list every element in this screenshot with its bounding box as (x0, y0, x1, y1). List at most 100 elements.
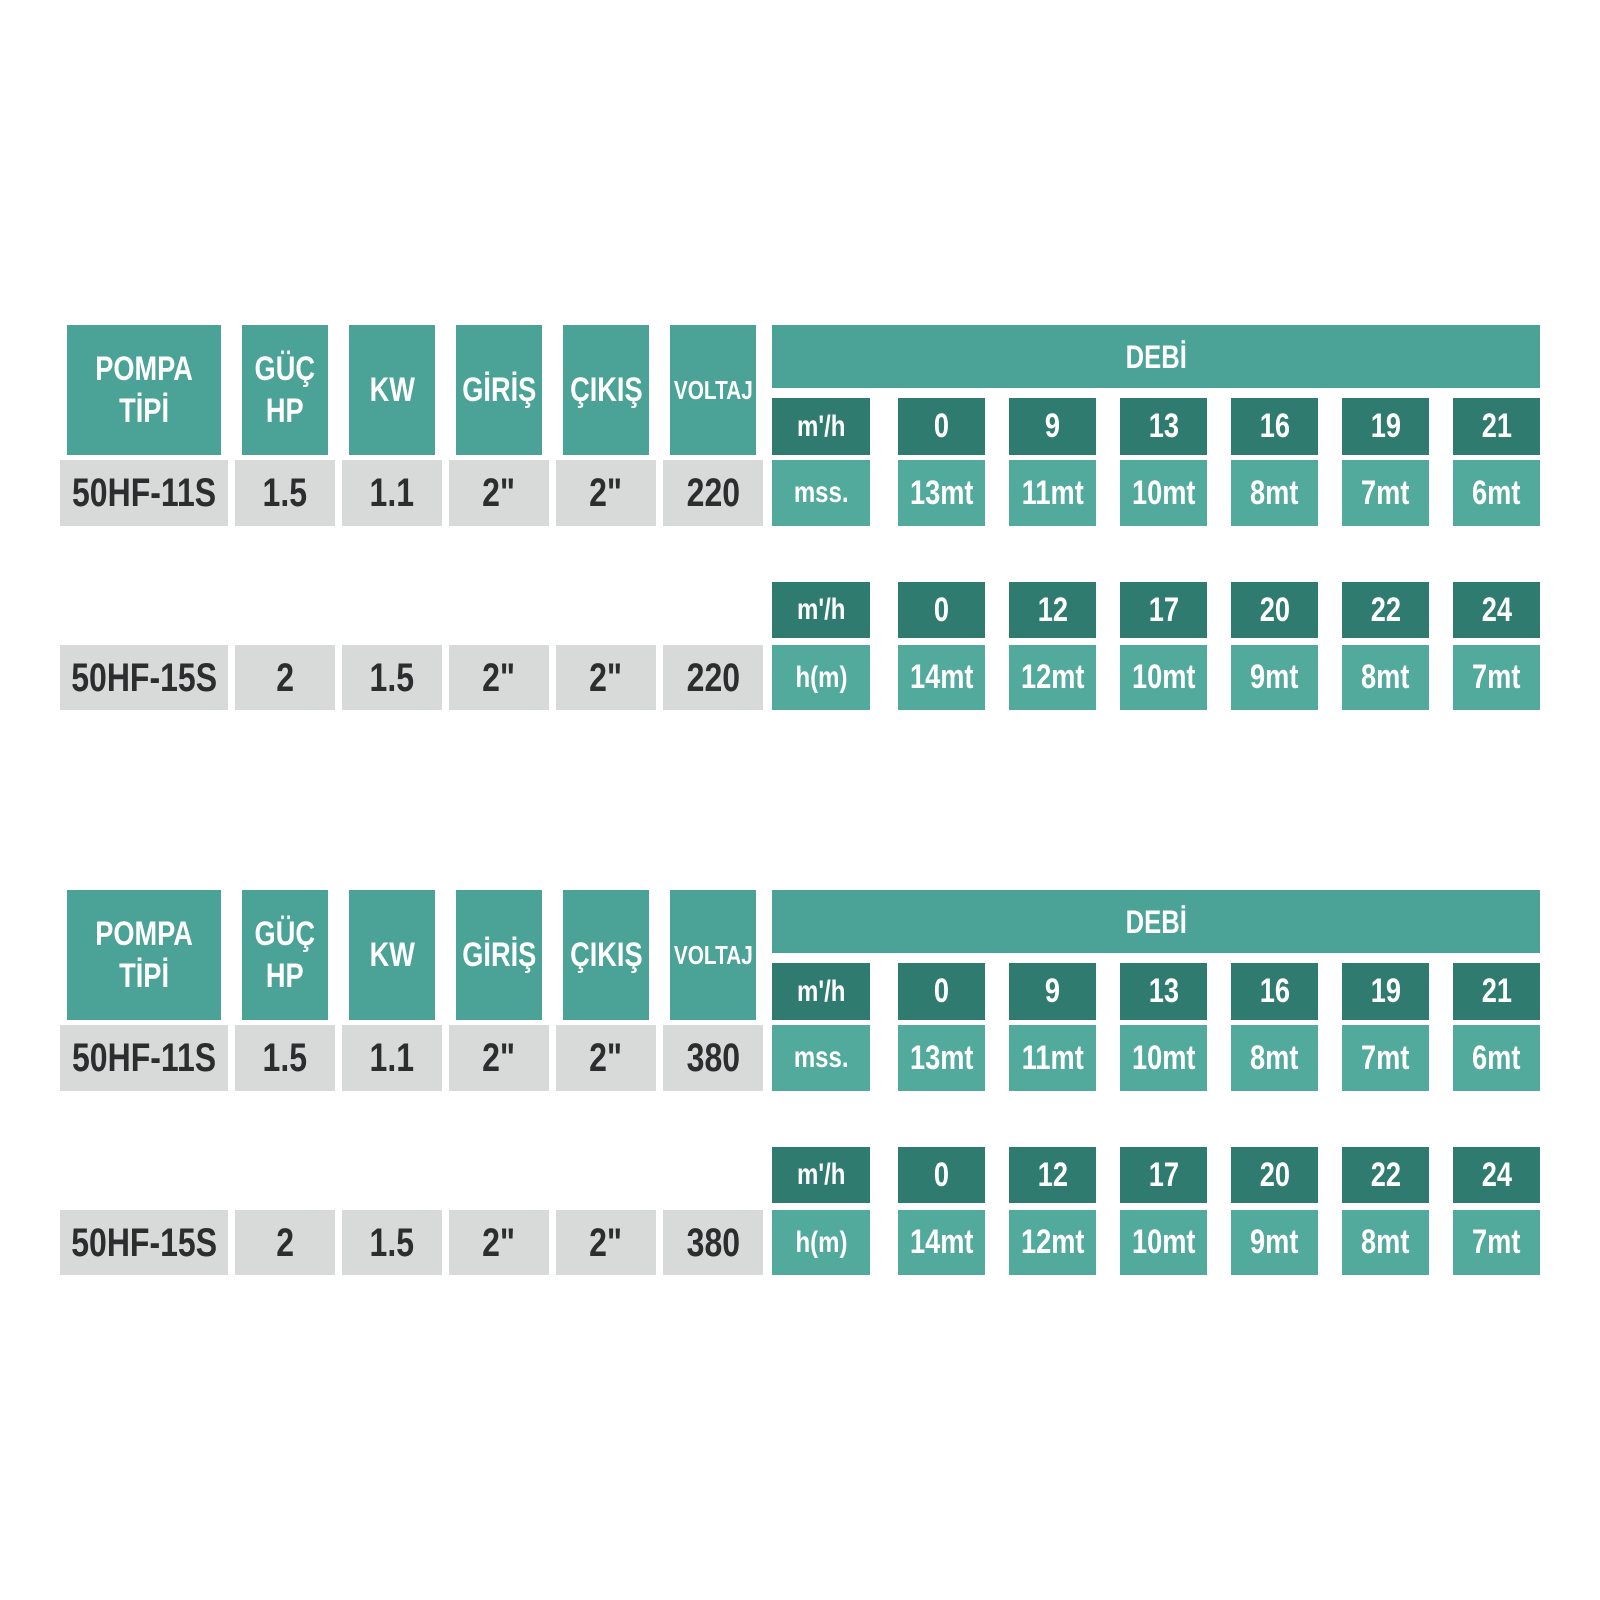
flow-unit-cell-label: m'/h (796, 409, 846, 443)
header-kw: KW (349, 890, 435, 1020)
flow-value-cell-label: 19 (1370, 407, 1401, 446)
pump-type-cell-label: 50HF-11S (71, 471, 217, 515)
flow-value-cell: 22 (1342, 1147, 1429, 1203)
inlet-cell-label: 2" (482, 655, 516, 700)
flow-value-cell-label: 0 (933, 407, 950, 446)
kw-cell-label: 1.5 (369, 655, 415, 700)
head-value-cell-label: 8mt (1361, 1223, 1410, 1262)
power-hp-cell: 1.5 (235, 460, 335, 526)
inlet-cell: 2" (449, 460, 549, 526)
head-unit-cell: h(m) (772, 645, 870, 710)
power-hp-cell-label: 1.5 (262, 1036, 308, 1080)
inlet-cell: 2" (449, 645, 549, 710)
head-value-cell-label: 8mt (1250, 473, 1299, 512)
head-value-cell-label: 9mt (1250, 1223, 1299, 1262)
outlet-cell: 2" (556, 460, 656, 526)
flow-value-cell: 19 (1342, 963, 1429, 1020)
flow-value-cell: 21 (1453, 398, 1540, 455)
header-pompa-tipi-label: POMPA (95, 349, 193, 388)
head-value-cell-label: 10mt (1131, 473, 1196, 512)
header-voltaj: VOLTAJ (670, 325, 756, 455)
header-guc-hp-label: GÜÇ (254, 349, 316, 388)
flow-unit-cell-label: m'/h (796, 593, 846, 627)
head-value-cell-label: 11mt (1021, 473, 1084, 512)
kw-cell-label: 1.1 (369, 471, 415, 515)
header-cikis: ÇIKIŞ (563, 325, 649, 455)
head-value-cell-label: 13mt (909, 473, 974, 512)
flow-value-cell: 13 (1120, 963, 1207, 1020)
flow-value-cell: 21 (1453, 963, 1540, 1020)
head-value-cell: 9mt (1231, 1210, 1318, 1275)
head-value-cell-label: 10mt (1131, 1223, 1196, 1262)
inlet-cell: 2" (449, 1025, 549, 1091)
voltage-cell: 220 (663, 645, 763, 710)
power-hp-cell-label: 2 (276, 1220, 294, 1265)
outlet-cell: 2" (556, 645, 656, 710)
outlet-cell-label: 2" (589, 1036, 623, 1080)
pump-type-cell: 50HF-11S (60, 1025, 228, 1091)
debi-header: DEBİ (772, 325, 1540, 388)
voltage-cell-label: 220 (686, 471, 740, 515)
head-value-cell: 7mt (1342, 460, 1429, 526)
outlet-cell-label: 2" (589, 471, 623, 515)
head-value-cell: 6mt (1453, 1025, 1540, 1091)
flow-value-cell-label: 13 (1148, 972, 1179, 1011)
outlet-cell: 2" (556, 1025, 656, 1091)
head-value-cell-label: 10mt (1131, 658, 1196, 697)
power-hp-cell-label: 2 (276, 655, 294, 700)
flow-value-cell: 20 (1231, 582, 1318, 638)
flow-value-cell: 22 (1342, 582, 1429, 638)
head-value-cell: 10mt (1120, 645, 1207, 710)
inlet-cell-label: 2" (482, 1220, 516, 1265)
head-value-cell: 8mt (1231, 1025, 1318, 1091)
kw-cell: 1.1 (342, 1025, 442, 1091)
header-giris-label: GİRİŞ (461, 935, 537, 974)
flow-value-cell: 0 (898, 1147, 985, 1203)
power-hp-cell-label: 1.5 (262, 471, 308, 515)
flow-value-cell-label: 17 (1148, 590, 1179, 629)
voltage-cell-label: 220 (686, 655, 740, 700)
head-value-cell-label: 9mt (1250, 658, 1299, 697)
power-hp-cell: 2 (235, 1210, 335, 1275)
kw-cell-label: 1.1 (369, 1036, 415, 1080)
flow-value-cell-label: 0 (933, 590, 950, 629)
pump-type-cell: 50HF-11S (60, 460, 228, 526)
flow-value-cell-label: 0 (933, 1155, 950, 1194)
kw-cell-label: 1.5 (369, 1220, 415, 1265)
flow-value-cell-label: 16 (1259, 972, 1290, 1011)
flow-value-cell-label: 17 (1148, 1155, 1179, 1194)
head-unit-cell: h(m) (772, 1210, 870, 1275)
debi-header: DEBİ (772, 890, 1540, 953)
header-guc-hp-label: GÜÇ (254, 914, 316, 953)
flow-unit-cell: m'/h (772, 963, 870, 1020)
flow-value-cell: 24 (1453, 582, 1540, 638)
flow-value-cell-label: 24 (1481, 590, 1512, 629)
flow-value-cell-label: 21 (1481, 972, 1512, 1011)
flow-value-cell-label: 19 (1370, 972, 1401, 1011)
head-value-cell: 8mt (1342, 645, 1429, 710)
head-value-cell: 8mt (1342, 1210, 1429, 1275)
head-value-cell-label: 12mt (1020, 1223, 1085, 1262)
spec-table-380v: POMPA TİPİ GÜÇ HP KW GİRİŞ ÇIKIŞ VOLTAJ DEBİ m'/h… (60, 890, 1540, 1275)
flow-unit-cell-label: m'/h (796, 1158, 846, 1192)
voltage-cell-label: 380 (686, 1036, 740, 1080)
flow-value-cell: 24 (1453, 1147, 1540, 1203)
flow-value-cell: 0 (898, 582, 985, 638)
header-voltaj-label: VOLTAJ (673, 939, 753, 970)
head-value-cell-label: 8mt (1250, 1038, 1299, 1077)
outlet-cell-label: 2" (589, 1220, 623, 1265)
flow-value-cell: 17 (1120, 582, 1207, 638)
header-cikis-label: ÇIKIŞ (569, 370, 643, 409)
flow-unit-cell-label: m'/h (796, 974, 846, 1008)
flow-value-cell: 16 (1231, 963, 1318, 1020)
head-value-cell: 10mt (1120, 460, 1207, 526)
flow-value-cell-label: 22 (1370, 590, 1401, 629)
flow-value-cell: 9 (1009, 398, 1096, 455)
voltage-cell: 220 (663, 460, 763, 526)
head-value-cell: 13mt (898, 1025, 985, 1091)
flow-value-cell: 13 (1120, 398, 1207, 455)
head-unit-cell-label: h(m) (794, 1225, 847, 1259)
header-voltaj: VOLTAJ (670, 890, 756, 1020)
power-hp-cell: 1.5 (235, 1025, 335, 1091)
